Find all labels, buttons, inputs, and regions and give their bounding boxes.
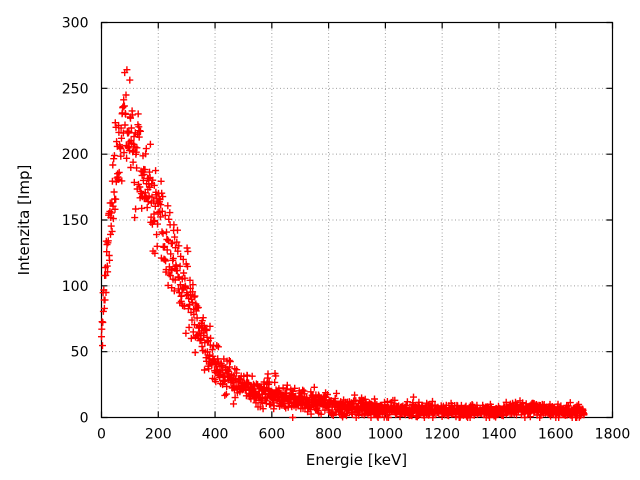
x-tick-label: 600 (258, 427, 285, 443)
y-tick-label: 200 (62, 147, 89, 163)
x-tick-label: 1600 (538, 427, 574, 443)
y-tick-label: 150 (62, 213, 89, 229)
grid-lines (101, 22, 613, 418)
y-tick-label: 250 (62, 81, 89, 97)
data-points (98, 66, 588, 421)
x-tick-label: 1400 (481, 427, 517, 443)
x-tick-label: 1800 (595, 427, 631, 443)
x-tick-label: 0 (97, 427, 106, 443)
x-axis-title: Energie [keV] (305, 451, 408, 469)
y-tick-label: 100 (62, 279, 89, 295)
y-tick-label: 300 (62, 16, 89, 32)
x-tick-label: 400 (202, 427, 229, 443)
y-tick-label: 50 (71, 345, 89, 361)
y-axis-title: Intenzita [Imp] (15, 164, 33, 276)
x-tick-label: 1200 (424, 427, 460, 443)
x-tick-label: 1000 (368, 427, 404, 443)
y-tick-label: 0 (80, 411, 89, 427)
x-tick-label: 200 (145, 427, 172, 443)
x-tick-label: 800 (315, 427, 342, 443)
